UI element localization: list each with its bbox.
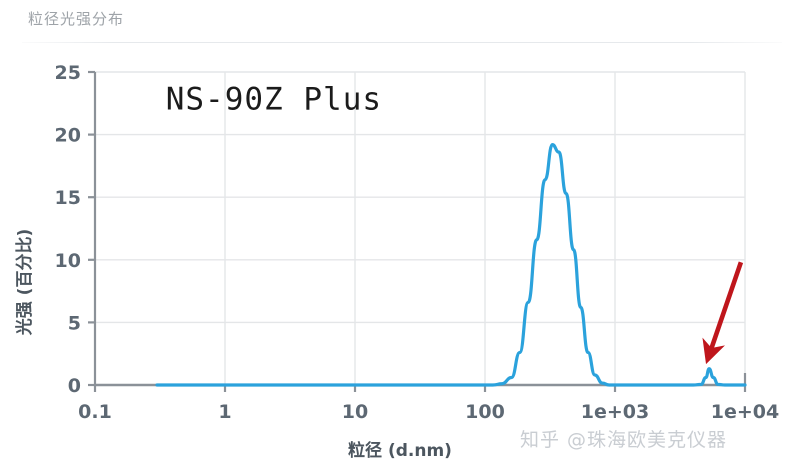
axis-lines bbox=[93, 72, 747, 387]
axis-tick-marks bbox=[88, 70, 747, 392]
chart-card-header: 粒径光强分布 bbox=[0, 0, 800, 43]
y-tick-label: 5 bbox=[68, 312, 81, 334]
x-axis-tick-labels: 0.1 1 10 100 1e+03 1e+04 bbox=[78, 401, 779, 423]
y-tick-label: 15 bbox=[55, 187, 81, 209]
page-title: 粒径光强分布 bbox=[28, 10, 125, 28]
x-tick-label: 0.1 bbox=[78, 401, 112, 423]
x-tick-label: 1e+04 bbox=[711, 401, 779, 423]
y-axis-tick-labels: 0 5 10 15 20 25 bbox=[55, 62, 81, 397]
series-line-intensity[interactable] bbox=[155, 143, 747, 387]
vertical-gridlines bbox=[224, 72, 746, 385]
horizontal-gridlines bbox=[95, 71, 745, 324]
y-axis-title: 光强 (百分比) bbox=[14, 229, 35, 336]
x-tick-label: 1e+03 bbox=[581, 401, 649, 423]
watermark: 知乎 @珠海欧美克仪器 bbox=[520, 429, 727, 451]
y-tick-label: 0 bbox=[68, 375, 81, 397]
y-tick-label: 20 bbox=[55, 125, 81, 147]
x-tick-label: 100 bbox=[465, 401, 505, 423]
y-tick-label: 10 bbox=[55, 250, 81, 272]
x-tick-label: 1 bbox=[218, 401, 231, 423]
header-divider bbox=[22, 42, 782, 43]
instrument-model-annotation: NS-90Z Plus bbox=[166, 82, 382, 118]
y-tick-label: 25 bbox=[55, 62, 81, 84]
data-series-group[interactable] bbox=[155, 143, 747, 387]
x-axis-title: 粒径 (d.nm) bbox=[348, 440, 452, 461]
x-tick-label: 10 bbox=[342, 401, 368, 423]
secondary-peak-arrow-icon bbox=[702, 261, 744, 365]
particle-size-intensity-chart[interactable]: 0 5 10 15 20 25 0.1 1 10 100 1e+03 1e+04 光强 (百分比) … bbox=[0, 46, 800, 472]
